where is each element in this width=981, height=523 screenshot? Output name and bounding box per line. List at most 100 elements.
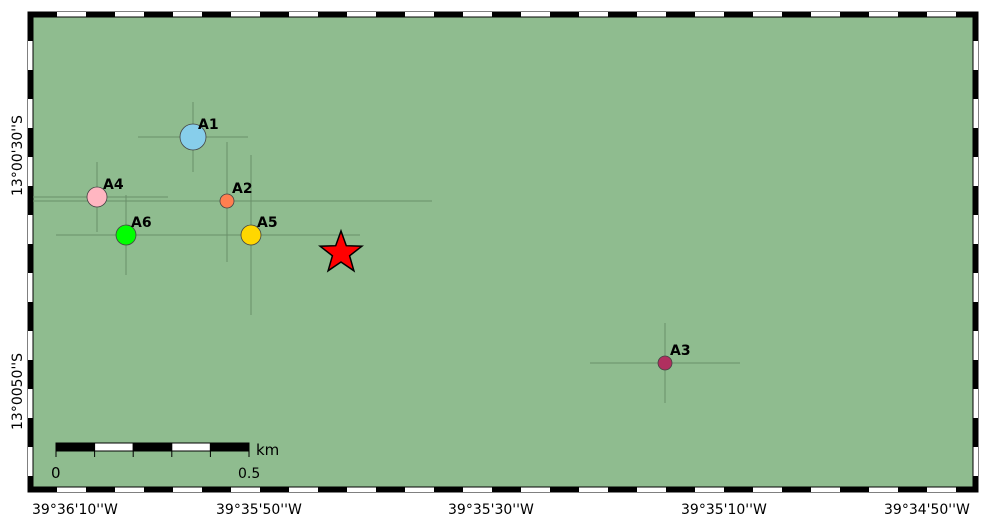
scale-bar-unit: km: [256, 441, 279, 459]
frame-segment: [753, 12, 782, 17]
frame-segment: [173, 487, 202, 492]
frame-segment: [318, 12, 347, 17]
frame-segment: [550, 487, 579, 492]
frame-segment: [28, 128, 33, 157]
frame-segment: [318, 487, 347, 492]
frame-segment: [57, 12, 86, 17]
frame-segment: [869, 487, 898, 492]
scale-bar-segment: [209, 442, 250, 452]
frame-segment: [28, 41, 33, 70]
frame-segment: [28, 273, 33, 302]
frame-segment: [434, 12, 463, 17]
frame-segment: [927, 12, 956, 17]
frame-segment: [202, 12, 231, 17]
station-marker: [219, 193, 235, 209]
frame-segment: [973, 70, 978, 99]
frame-segment: [973, 302, 978, 331]
frame-segment: [231, 487, 260, 492]
frame-segment: [463, 487, 492, 492]
stations-layer: A1 A2 A3 A4 A5 A6: [86, 117, 691, 371]
frame-segment: [973, 186, 978, 215]
frame-segment: [973, 273, 978, 302]
scale-bar-segment: [94, 442, 134, 452]
frame-segment: [666, 487, 695, 492]
frame-segment: [463, 12, 492, 17]
frame-segment: [202, 487, 231, 492]
frame-segment: [973, 99, 978, 128]
frame-segment: [231, 12, 260, 17]
frame-segment: [144, 12, 173, 17]
frame-segment: [973, 215, 978, 244]
frame-segment: [782, 487, 811, 492]
frame-segment: [28, 302, 33, 331]
frame-segment: [289, 12, 318, 17]
frame-segment: [28, 476, 33, 492]
frame-segment: [608, 12, 637, 17]
frame-segment: [898, 487, 927, 492]
station-label: A4: [103, 177, 124, 193]
x-tick-label: 39°34'50''W: [884, 502, 970, 518]
y-tick-label: 13°0050''S: [10, 353, 26, 430]
station-marker: [86, 186, 108, 208]
frame-segment: [973, 12, 978, 41]
frame-segment: [347, 487, 376, 492]
frame-segment: [28, 487, 57, 492]
scale-bar-segment: [171, 442, 211, 452]
frame-segment: [28, 157, 33, 186]
frame-segment: [782, 12, 811, 17]
frame-segment: [144, 487, 173, 492]
frame-segment: [86, 487, 115, 492]
frame-segment: [973, 128, 978, 157]
y-tick-label: 13°00'30''S: [10, 115, 26, 196]
frame-segment: [260, 12, 289, 17]
station-label: A1: [198, 117, 219, 133]
frame-segment: [608, 487, 637, 492]
x-tick-label: 39°36'10''W: [32, 502, 118, 518]
frame-segment: [637, 12, 666, 17]
frame-segment: [927, 487, 956, 492]
frame-segment: [973, 447, 978, 476]
frame-segment: [840, 487, 869, 492]
frame-segment: [28, 331, 33, 360]
frame-segment: [347, 12, 376, 17]
station-marker: [115, 224, 137, 246]
frame-segment: [260, 487, 289, 492]
map-area: [32, 16, 974, 488]
frame-segment: [666, 12, 695, 17]
frame-segment: [695, 487, 724, 492]
scale-bar-segment: [55, 442, 96, 452]
frame-segment: [973, 244, 978, 273]
frame-segment: [376, 12, 405, 17]
frame-segment: [376, 487, 405, 492]
frame-segment: [28, 186, 33, 215]
frame-segment: [28, 418, 33, 447]
x-tick-label: 39°35'10''W: [681, 502, 767, 518]
frame-segment: [28, 70, 33, 99]
frame-segment: [405, 12, 434, 17]
frame-checker: [28, 12, 978, 492]
frame-segment: [289, 487, 318, 492]
frame-segment: [115, 487, 144, 492]
frame-segment: [811, 12, 840, 17]
frame-segment: [973, 360, 978, 389]
station-label: A2: [232, 181, 253, 197]
frame-segment: [973, 157, 978, 186]
frame-segment: [956, 12, 978, 17]
station-marker: [657, 355, 673, 371]
station-marker: [179, 123, 207, 151]
frame-segment: [550, 12, 579, 17]
frame-segment: [28, 244, 33, 273]
frame-segment: [840, 12, 869, 17]
station-label: A5: [257, 215, 278, 231]
frame-segment: [28, 215, 33, 244]
x-tick-label: 39°35'30''W: [448, 502, 534, 518]
frame-segment: [724, 487, 753, 492]
scale-bar-start: 0: [51, 464, 61, 482]
scale-bar-segment: [132, 442, 173, 452]
scale-bar-end: 0.5: [238, 466, 260, 482]
frame-segment: [173, 12, 202, 17]
frame-segment: [28, 12, 57, 17]
frame-segment: [973, 41, 978, 70]
frame-segment: [973, 389, 978, 418]
